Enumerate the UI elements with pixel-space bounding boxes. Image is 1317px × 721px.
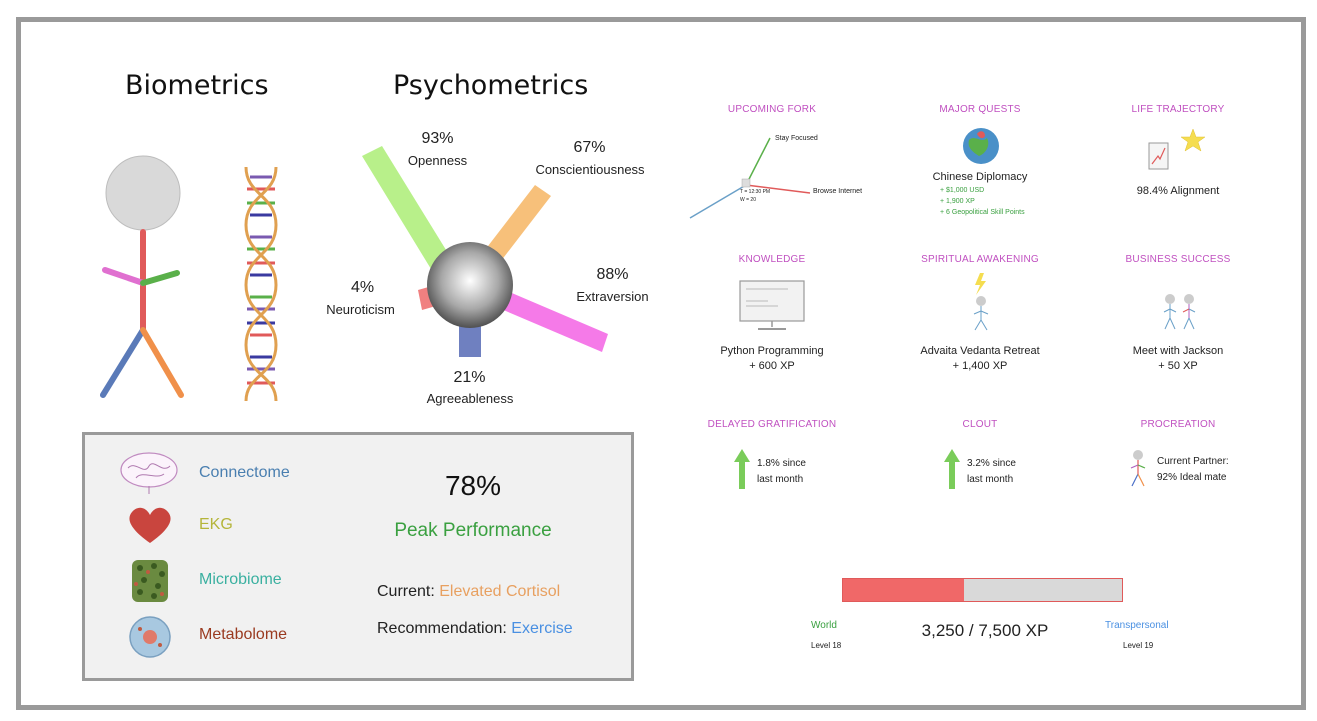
psychometrics-chart: [362, 146, 608, 357]
chart-icon[interactable]: [1148, 142, 1170, 170]
metabolome-label[interactable]: Metabolome: [199, 626, 288, 643]
conscientiousness-percent: 67%: [573, 139, 606, 156]
spiritual-title: SPIRITUAL AWAKENING: [921, 254, 1039, 265]
next-level-name: Transpersonal: [1105, 620, 1169, 631]
fork-option-b[interactable]: Browse Internet: [813, 188, 863, 195]
knowledge-name[interactable]: Python Programming: [720, 345, 824, 357]
brain-icon[interactable]: [118, 450, 180, 496]
quest-reward-usd: + $1,000 USD: [940, 187, 985, 194]
quest-name[interactable]: Chinese Diplomacy: [932, 171, 1028, 183]
knowledge-title: KNOWLEDGE: [738, 254, 806, 265]
spiritual-xp: + 1,400 XP: [952, 360, 1008, 372]
microbiome-label[interactable]: Microbiome: [199, 571, 282, 588]
quest-reward-skill: + 6 Geopolitical Skill Points: [940, 209, 1025, 216]
fork-time: T = 12:30 PM: [740, 189, 771, 195]
agreeableness-label: Agreeableness: [426, 391, 514, 406]
microbiome-icon[interactable]: [128, 556, 172, 606]
recommendation-value[interactable]: Exercise: [511, 620, 573, 637]
meeting-figures-icon[interactable]: [1160, 292, 1200, 332]
partner-figure-icon[interactable]: [1128, 448, 1148, 490]
fork-diagram-icon[interactable]: [688, 133, 818, 220]
current-level: Level 18: [811, 641, 842, 650]
agreeableness-percent: 21%: [453, 369, 486, 386]
clout-title: CLOUT: [962, 419, 998, 430]
upcoming-fork-title: UPCOMING FORK: [727, 104, 817, 115]
alignment-value: 98.4% Alignment: [1136, 185, 1220, 197]
business-xp: + 50 XP: [1158, 360, 1198, 372]
delayed-line2: last month: [757, 474, 804, 485]
extraversion-bar: [494, 288, 608, 352]
globe-icon[interactable]: [961, 126, 1001, 166]
agreeableness-bar: [459, 320, 481, 357]
current-status-value: Elevated Cortisol: [439, 583, 561, 600]
extraversion-label: Extraversion: [576, 289, 649, 304]
life-trajectory-title: LIFE TRAJECTORY: [1131, 104, 1225, 115]
extraversion-percent: 88%: [596, 266, 629, 283]
xp-progress-fill: [843, 579, 964, 601]
spiritual-name[interactable]: Advaita Vedanta Retreat: [920, 345, 1040, 357]
heart-icon[interactable]: [126, 505, 174, 545]
current-status: Current: Elevated Cortisol: [377, 583, 560, 601]
current-level-name: World: [811, 620, 837, 631]
current-status-label: Current:: [377, 583, 440, 600]
business-name[interactable]: Meet with Jackson: [1132, 345, 1224, 357]
openness-percent: 93%: [421, 130, 454, 147]
procreation-line1: Current Partner:: [1157, 456, 1229, 467]
business-title: BUSINESS SUCCESS: [1125, 254, 1231, 265]
xp-progress-bar: [842, 578, 1123, 602]
up-arrow-icon: [944, 449, 960, 489]
ekg-label[interactable]: EKG: [199, 516, 233, 533]
delayed-line1: 1.8% since: [757, 458, 806, 469]
cell-icon[interactable]: [128, 615, 172, 659]
conscientiousness-label: Conscientiousness: [535, 162, 645, 177]
connectome-label[interactable]: Connectome: [199, 464, 290, 481]
psychometrics-title: Psychometrics: [393, 70, 589, 101]
procreation-line2: 92% Ideal mate: [1157, 472, 1227, 483]
dna-icon[interactable]: [240, 165, 282, 403]
next-level: Level 19: [1123, 641, 1154, 650]
xp-progress-text: 3,250 / 7,500 XP: [921, 621, 1049, 640]
major-quests-title: MAJOR QUESTS: [939, 104, 1021, 115]
body-figure-icon[interactable]: [95, 150, 195, 405]
fork-w: W = 20: [740, 197, 756, 203]
neuroticism-percent: 4%: [350, 279, 375, 296]
clout-line1: 3.2% since: [967, 458, 1016, 469]
enlightened-figure-icon[interactable]: [968, 272, 994, 332]
recommendation-label: Recommendation:: [377, 620, 512, 637]
delayed-gratification-title: DELAYED GRATIFICATION: [707, 419, 837, 430]
star-icon: [1180, 128, 1206, 152]
biometrics-title: Biometrics: [125, 70, 269, 101]
performance-label: Peak Performance: [394, 520, 552, 541]
quest-reward-xp: + 1,900 XP: [940, 198, 975, 205]
procreation-title: PROCREATION: [1140, 419, 1216, 430]
recommendation: Recommendation: Exercise: [377, 620, 573, 638]
fork-option-a[interactable]: Stay Focused: [775, 135, 818, 142]
openness-bar: [362, 146, 451, 269]
performance-percent: 78%: [444, 470, 502, 501]
openness-label: Openness: [407, 153, 468, 168]
monitor-icon[interactable]: [738, 279, 806, 333]
neuroticism-label: Neuroticism: [326, 302, 395, 317]
knowledge-xp: + 600 XP: [749, 360, 795, 372]
clout-line2: last month: [967, 474, 1014, 485]
up-arrow-icon: [734, 449, 750, 489]
